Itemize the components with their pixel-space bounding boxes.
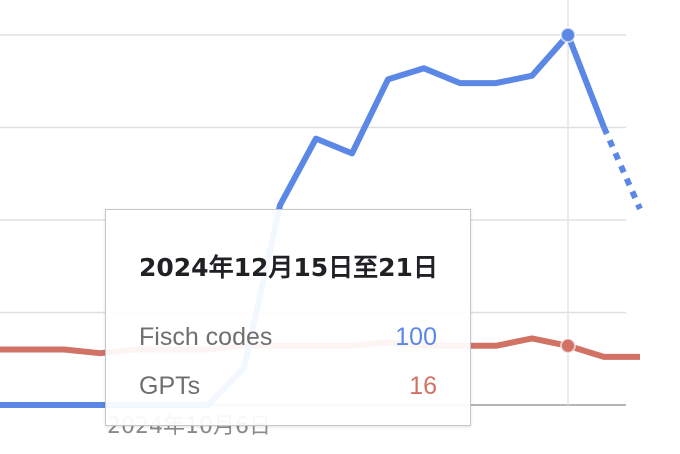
tooltip-row-fisch-codes: Fisch codes 100	[139, 323, 437, 352]
data-tooltip: 2024年12月15日至21日 Fisch codes 100 GPTs 16	[105, 209, 471, 426]
tooltip-series-name: GPTs	[139, 372, 201, 400]
series-projection-fisch-codes	[601, 126, 643, 211]
tooltip-row-gpts: GPTs 16	[139, 372, 437, 401]
tooltip-date-range: 2024年12月15日至21日	[139, 253, 438, 282]
highlight-point-fisch-codes	[560, 27, 576, 43]
series-line-fisch-codes	[0, 32, 607, 408]
tooltip-series-name: Fisch codes	[139, 323, 273, 351]
tooltip-series-value: 100	[395, 323, 437, 351]
highlight-point-gpts	[560, 337, 576, 354]
chart-highlight-markers	[560, 27, 576, 354]
tooltip-series-value: 16	[409, 372, 437, 400]
